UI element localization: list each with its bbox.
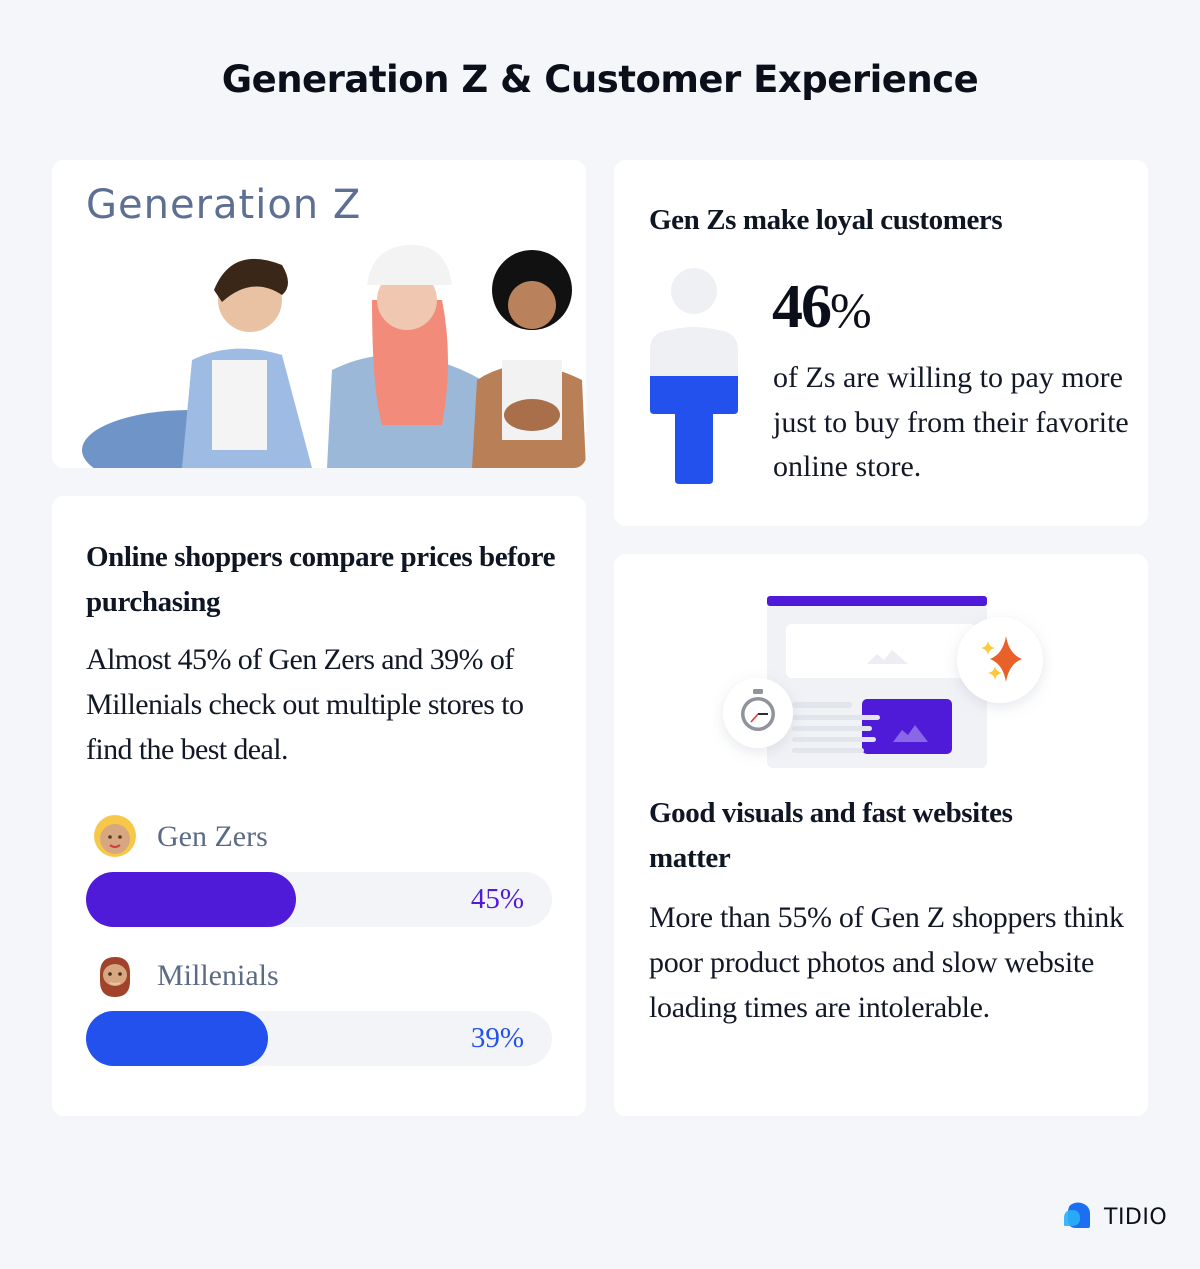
visuals-card: Good visuals and fast websites matter Mo… — [614, 554, 1148, 1116]
visuals-body: More than 55% of Gen Z shoppers think po… — [649, 901, 1124, 1024]
bar-track: 45% — [86, 872, 552, 927]
bearded-man-emoji — [100, 957, 130, 997]
bar-millenials: Millenials 39% — [86, 953, 552, 1066]
bar-label: Gen Zers — [157, 820, 268, 853]
generation-z-label: Generation Z — [86, 182, 362, 228]
tidio-logo-icon — [1064, 1202, 1090, 1228]
bar-fill — [86, 1011, 268, 1066]
visuals-heading: Good visuals and fast websites matter — [649, 797, 1013, 874]
person-fill-icon — [650, 268, 738, 484]
compare-prices-body: Almost 45% of Gen Zers and 39% of Millen… — [86, 643, 524, 766]
loyalty-stat: 46% — [772, 272, 872, 343]
bar-value: 45% — [470, 883, 524, 915]
group-photo — [82, 245, 586, 468]
bar-label: Millenials — [157, 959, 279, 992]
page-title: Generation Z & Customer Experience — [221, 58, 979, 101]
tidio-logo[interactable]: TIDIO — [1062, 1200, 1167, 1234]
compare-prices-heading: Online shoppers compare prices before pu… — [86, 541, 556, 618]
stat-number: 46 — [772, 273, 832, 341]
bar-value: 39% — [470, 1022, 524, 1054]
generation-z-photo-card: Generation Z — [52, 160, 586, 468]
bar-fill — [86, 872, 296, 927]
bar-track: 39% — [86, 1011, 552, 1066]
woman-curly-hair-emoji — [94, 815, 136, 857]
stat-unit: % — [830, 282, 872, 338]
browser-window-icon — [767, 596, 987, 768]
compare-prices-card: Online shoppers compare prices before pu… — [52, 496, 586, 1116]
loyal-customers-heading: Gen Zs make loyal customers — [649, 204, 1003, 236]
loyalty-description: of Zs are willing to pay more just to bu… — [773, 361, 1129, 483]
tidio-logo-text: TIDIO — [1104, 1204, 1168, 1230]
loyal-customers-card: Gen Zs make loyal customers 46% of Zs ar… — [614, 160, 1148, 526]
website-illustration — [723, 596, 1043, 768]
stopwatch-glyph — [741, 689, 775, 731]
bar-gen-zers: Gen Zers 45% — [86, 814, 552, 927]
